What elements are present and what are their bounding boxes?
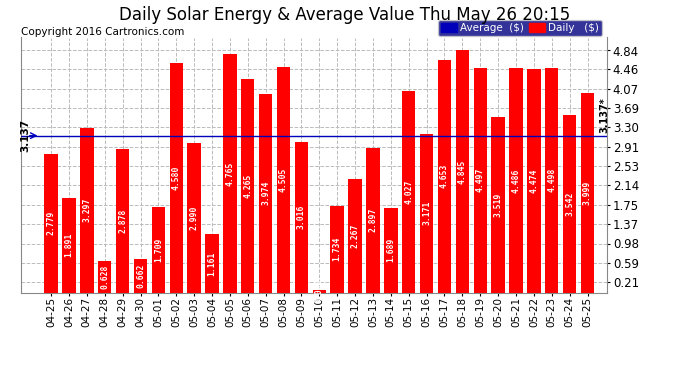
Bar	[491, 117, 505, 292]
Text: 4.265: 4.265	[244, 174, 253, 198]
Bar	[437, 60, 451, 292]
Text: Copyright 2016 Cartronics.com: Copyright 2016 Cartronics.com	[21, 27, 184, 37]
Bar	[313, 290, 326, 292]
Bar	[206, 234, 219, 292]
Text: 2.779: 2.779	[47, 211, 56, 235]
Bar	[402, 91, 415, 292]
Bar	[188, 143, 201, 292]
Bar	[277, 67, 290, 292]
Text: 3.974: 3.974	[262, 181, 270, 206]
Text: 3.519: 3.519	[493, 192, 502, 217]
Bar	[295, 142, 308, 292]
Bar	[44, 153, 58, 292]
Bar	[152, 207, 165, 292]
Bar	[116, 148, 129, 292]
Bar	[134, 260, 147, 292]
Text: 1.734: 1.734	[333, 237, 342, 261]
Text: 1.891: 1.891	[64, 233, 73, 257]
Text: 3.999: 3.999	[583, 180, 592, 205]
Text: 0.000: 0.000	[315, 279, 324, 303]
Bar	[62, 198, 76, 292]
Text: 3.171: 3.171	[422, 201, 431, 225]
Text: 4.580: 4.580	[172, 166, 181, 190]
Bar	[473, 68, 487, 292]
Text: 3.016: 3.016	[297, 205, 306, 229]
Text: 3.542: 3.542	[565, 192, 574, 216]
Text: 0.662: 0.662	[136, 264, 145, 288]
Bar	[581, 93, 594, 292]
Bar	[98, 261, 112, 292]
Bar	[80, 128, 94, 292]
Text: 4.498: 4.498	[547, 168, 556, 192]
Bar	[331, 206, 344, 292]
Bar	[241, 79, 255, 292]
Text: 3.137: 3.137	[20, 119, 30, 152]
Text: 2.878: 2.878	[118, 209, 127, 233]
Text: 0.628: 0.628	[100, 265, 109, 289]
Text: 4.845: 4.845	[458, 159, 467, 184]
Bar	[259, 94, 273, 292]
Text: 2.267: 2.267	[351, 224, 359, 248]
Text: Daily Solar Energy & Average Value Thu May 26 20:15: Daily Solar Energy & Average Value Thu M…	[119, 6, 571, 24]
Text: 4.474: 4.474	[529, 168, 538, 193]
Bar	[563, 116, 576, 292]
Bar	[170, 63, 183, 292]
Bar	[420, 134, 433, 292]
Text: 1.709: 1.709	[154, 238, 163, 262]
Text: 4.497: 4.497	[475, 168, 485, 192]
Text: 1.161: 1.161	[208, 251, 217, 276]
Text: 4.653: 4.653	[440, 164, 449, 188]
Text: 4.505: 4.505	[279, 168, 288, 192]
Text: 2.990: 2.990	[190, 206, 199, 230]
Text: 3.297: 3.297	[82, 198, 91, 222]
Text: 4.486: 4.486	[511, 168, 520, 192]
Bar	[509, 68, 523, 292]
Bar	[348, 179, 362, 292]
Bar	[384, 208, 397, 292]
Legend: Average  ($), Daily   ($): Average ($), Daily ($)	[438, 20, 602, 36]
Text: 4.027: 4.027	[404, 180, 413, 204]
Text: 1.689: 1.689	[386, 238, 395, 262]
Text: 4.765: 4.765	[226, 161, 235, 186]
Bar	[223, 54, 237, 292]
Bar	[455, 50, 469, 292]
Bar	[527, 69, 540, 292]
Text: 2.897: 2.897	[368, 208, 377, 232]
Text: 3.137*: 3.137*	[599, 98, 609, 133]
Bar	[545, 68, 558, 292]
Bar	[366, 148, 380, 292]
